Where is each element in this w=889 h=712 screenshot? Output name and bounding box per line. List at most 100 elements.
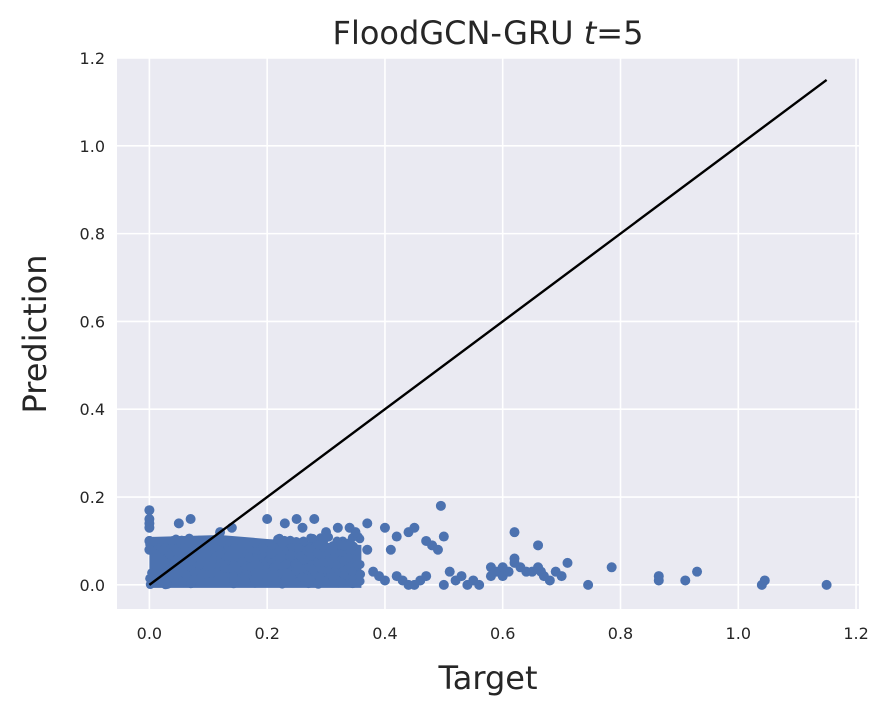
y-tick-label: 1.0 xyxy=(80,137,105,156)
dense-point xyxy=(317,564,327,574)
y-tick-label: 0.4 xyxy=(80,400,105,419)
x-tick-label: 0.8 xyxy=(608,624,633,643)
dense-point xyxy=(336,577,346,587)
dense-point xyxy=(355,576,365,586)
dense-point xyxy=(245,562,255,572)
reference-line-y-equals-x xyxy=(148,78,828,586)
dense-point xyxy=(293,543,303,553)
data-point xyxy=(173,518,184,529)
data-point xyxy=(653,571,664,582)
x-tick-label: 0.4 xyxy=(372,624,397,643)
dense-point-cloud xyxy=(144,532,366,590)
data-point xyxy=(326,544,337,555)
data-point xyxy=(350,527,361,538)
dense-point xyxy=(347,577,357,587)
x-tick-label: 0.6 xyxy=(490,624,515,643)
dense-point xyxy=(189,574,199,584)
dense-point xyxy=(230,536,240,546)
dense-point xyxy=(275,553,285,563)
y-tick-label: 0.0 xyxy=(80,576,105,595)
dense-point xyxy=(328,572,338,582)
data-point xyxy=(185,513,196,524)
chart-title-main: FloodGCN-GRU xyxy=(333,14,574,52)
y-tick-labels: 0.0 0.2 0.4 0.6 0.8 1.0 1.2 xyxy=(80,49,105,595)
dense-point xyxy=(313,579,323,589)
dense-point xyxy=(250,538,260,548)
dense-point xyxy=(295,551,305,561)
data-point xyxy=(144,505,155,516)
y-tick-label: 0.2 xyxy=(80,488,105,507)
dense-point xyxy=(207,568,217,578)
data-point xyxy=(332,522,343,533)
dense-point xyxy=(161,560,171,570)
dense-point xyxy=(254,561,264,571)
dense-point xyxy=(258,544,268,554)
data-point xyxy=(321,527,332,538)
dense-point xyxy=(312,548,322,558)
dense-point xyxy=(355,570,365,580)
data-point xyxy=(485,562,496,573)
data-point xyxy=(474,579,485,590)
dense-point xyxy=(227,563,237,573)
data-point xyxy=(144,535,155,546)
dense-point xyxy=(217,537,227,547)
dense-point xyxy=(171,534,181,544)
dense-point xyxy=(266,549,276,559)
data-point xyxy=(379,575,390,586)
dense-point xyxy=(313,540,323,550)
data-point xyxy=(509,553,520,564)
data-point xyxy=(562,557,573,568)
dense-point xyxy=(304,574,314,584)
dense-point xyxy=(297,572,307,582)
dense-point xyxy=(267,541,277,551)
dense-point xyxy=(184,533,194,543)
data-point xyxy=(456,571,467,582)
dense-point xyxy=(265,572,275,582)
data-point xyxy=(438,579,449,590)
data-point xyxy=(144,544,155,555)
y-tick-label: 0.8 xyxy=(80,225,105,244)
data-point xyxy=(144,522,155,533)
dense-point xyxy=(172,547,182,557)
data-point xyxy=(338,540,349,551)
dense-point xyxy=(177,577,187,587)
data-point xyxy=(362,544,373,555)
dense-point xyxy=(145,573,155,583)
dense-point xyxy=(171,577,181,587)
y-axis-title: Prediction xyxy=(16,255,54,414)
chart-title-variable: t xyxy=(584,14,598,52)
x-tick-label: 0.2 xyxy=(254,624,279,643)
x-tick-label: 1.2 xyxy=(843,624,868,643)
dense-point xyxy=(347,566,357,576)
data-point xyxy=(680,575,691,586)
y-tick-label: 1.2 xyxy=(80,49,105,68)
dense-point xyxy=(305,543,315,553)
data-point xyxy=(583,579,594,590)
x-tick-label: 0.0 xyxy=(137,624,162,643)
data-point xyxy=(385,544,396,555)
data-point xyxy=(432,544,443,555)
dense-point xyxy=(277,539,287,549)
data-point xyxy=(438,531,449,542)
data-point xyxy=(362,518,373,529)
data-point xyxy=(444,566,455,577)
dense-point xyxy=(307,564,317,574)
dense-point xyxy=(343,552,353,562)
dense-point xyxy=(317,557,327,567)
data-point xyxy=(279,518,290,529)
data-point xyxy=(435,500,446,511)
dense-point xyxy=(281,559,291,569)
data-point xyxy=(409,522,420,533)
dense-point xyxy=(299,536,309,546)
data-point xyxy=(821,579,832,590)
dense-point xyxy=(315,572,325,582)
x-tick-label: 1.0 xyxy=(726,624,751,643)
dense-point xyxy=(219,563,229,573)
x-tick-labels: 0.0 0.2 0.4 0.6 0.8 1.0 1.2 xyxy=(137,624,869,643)
x-axis-title: Target xyxy=(438,659,538,697)
data-point xyxy=(297,522,308,533)
data-points xyxy=(144,500,832,590)
dense-point xyxy=(244,553,254,563)
data-point xyxy=(291,513,302,524)
